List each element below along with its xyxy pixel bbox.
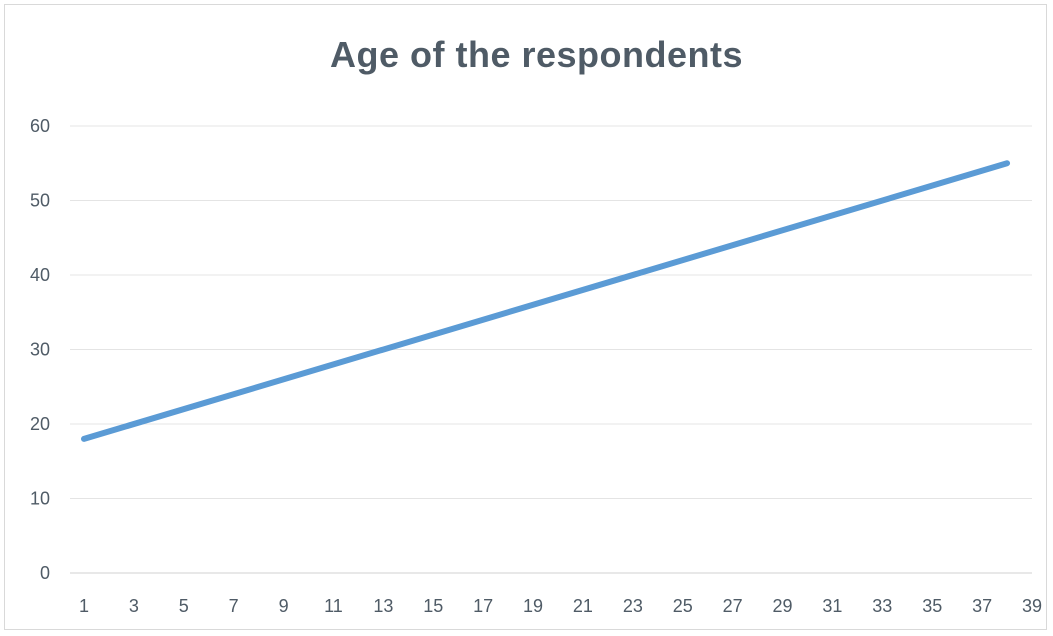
x-tick-label: 33 — [872, 596, 892, 616]
x-tick-label: 15 — [423, 596, 443, 616]
x-tick-label: 31 — [822, 596, 842, 616]
x-tick-label: 9 — [279, 596, 289, 616]
x-tick-label: 39 — [1022, 596, 1042, 616]
x-tick-label: 27 — [723, 596, 743, 616]
x-tick-label: 7 — [229, 596, 239, 616]
x-axis-ticks: 1 3 5 7 9 11 13 15 17 19 21 23 25 27 29 31 33 35 37 39 — [79, 596, 1042, 616]
y-tick-label: 50 — [30, 191, 50, 211]
x-tick-label: 19 — [523, 596, 543, 616]
x-tick-label: 1 — [79, 596, 89, 616]
x-tick-label: 35 — [922, 596, 942, 616]
y-tick-label: 60 — [30, 116, 50, 136]
x-tick-label: 17 — [473, 596, 493, 616]
series-group — [81, 160, 1011, 442]
x-tick-label: 37 — [972, 596, 992, 616]
x-tick-label: 21 — [573, 596, 593, 616]
chart-frame — [4, 4, 1047, 630]
gridlines — [70, 125, 1032, 574]
x-tick-label: 23 — [623, 596, 643, 616]
x-tick-label: 5 — [179, 596, 189, 616]
y-axis-ticks: 0 10 20 30 40 50 60 — [30, 116, 50, 583]
y-tick-label: 10 — [30, 489, 50, 509]
x-tick-label: 29 — [773, 596, 793, 616]
y-tick-label: 0 — [40, 563, 50, 583]
chart-title: Age of the respondents — [329, 34, 744, 75]
series-line — [81, 160, 1011, 442]
x-tick-label: 13 — [373, 596, 393, 616]
x-tick-label: 11 — [324, 596, 343, 616]
x-tick-label: 3 — [129, 596, 139, 616]
y-tick-label: 30 — [30, 340, 50, 360]
y-tick-label: 40 — [30, 265, 50, 285]
x-tick-label: 25 — [673, 596, 693, 616]
y-tick-label: 20 — [30, 414, 50, 434]
